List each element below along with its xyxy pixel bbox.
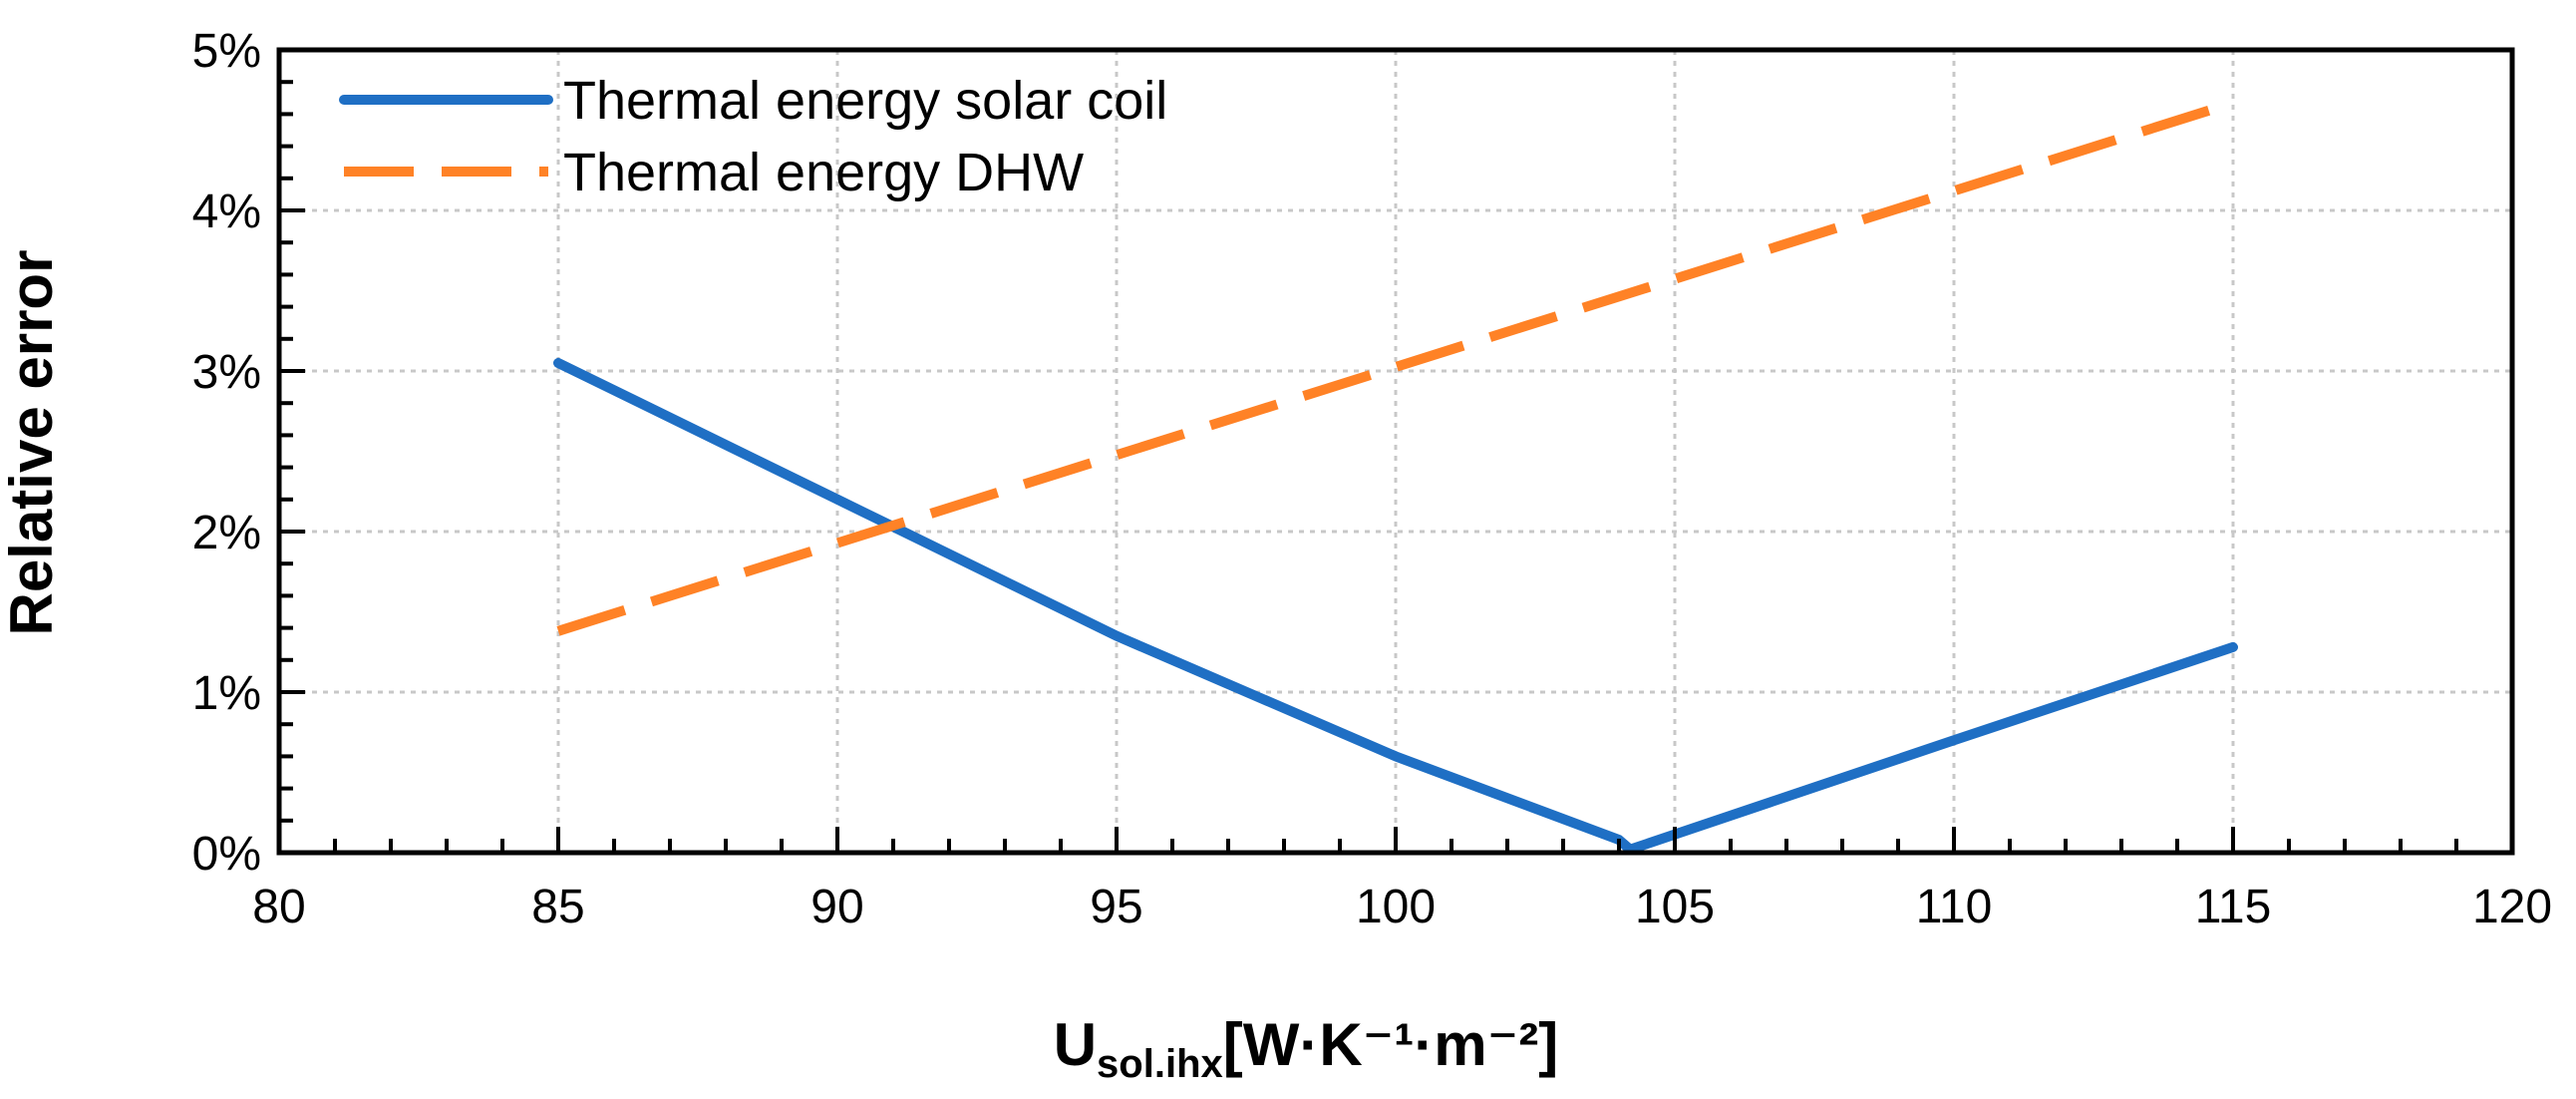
x-tick-label: 95 <box>1090 881 1142 933</box>
y-tick-label: 1% <box>192 667 261 720</box>
x-axis-title: Usol.ihx[W·K⁻¹·m⁻²] <box>1054 1011 1559 1086</box>
y-tick-label: 0% <box>192 828 261 881</box>
x-tick-label: 80 <box>252 881 305 933</box>
x-tick-label: 90 <box>810 881 863 933</box>
legend-label-solar-coil: Thermal energy solar coil <box>563 71 1167 131</box>
x-tick-label: 105 <box>1635 881 1715 933</box>
x-axis-title-main: U <box>1054 1011 1097 1078</box>
y-tick-labels: 0% 1% 2% 3% 4% 5% <box>192 25 261 881</box>
y-tick-label: 3% <box>192 346 261 399</box>
y-tick-label: 5% <box>192 25 261 78</box>
x-tick-label: 110 <box>1916 881 1993 933</box>
y-tick-label: 2% <box>192 507 261 559</box>
x-tick-labels: 80 85 90 95 100 105 110 115 120 <box>252 881 2552 933</box>
x-tick-label: 100 <box>1356 881 1436 933</box>
y-axis-title: Relative error <box>0 250 65 636</box>
series-line-0 <box>553 357 2238 855</box>
series-layer <box>553 98 2238 855</box>
x-tick-label: 85 <box>531 881 584 933</box>
legend: Thermal energy solar coil Thermal energy… <box>339 71 1167 202</box>
x-axis-title-subscript: sol.ihx <box>1097 1042 1223 1086</box>
grid <box>279 50 2512 853</box>
x-axis-title-unit: [W·K⁻¹·m⁻²] <box>1223 1011 1559 1078</box>
x-tick-label: 120 <box>2472 881 2552 933</box>
tick-marks <box>279 80 2458 853</box>
legend-label-dhw: Thermal energy DHW <box>563 143 1084 202</box>
x-tick-label: 115 <box>2195 881 2272 933</box>
y-tick-label: 4% <box>192 185 261 238</box>
